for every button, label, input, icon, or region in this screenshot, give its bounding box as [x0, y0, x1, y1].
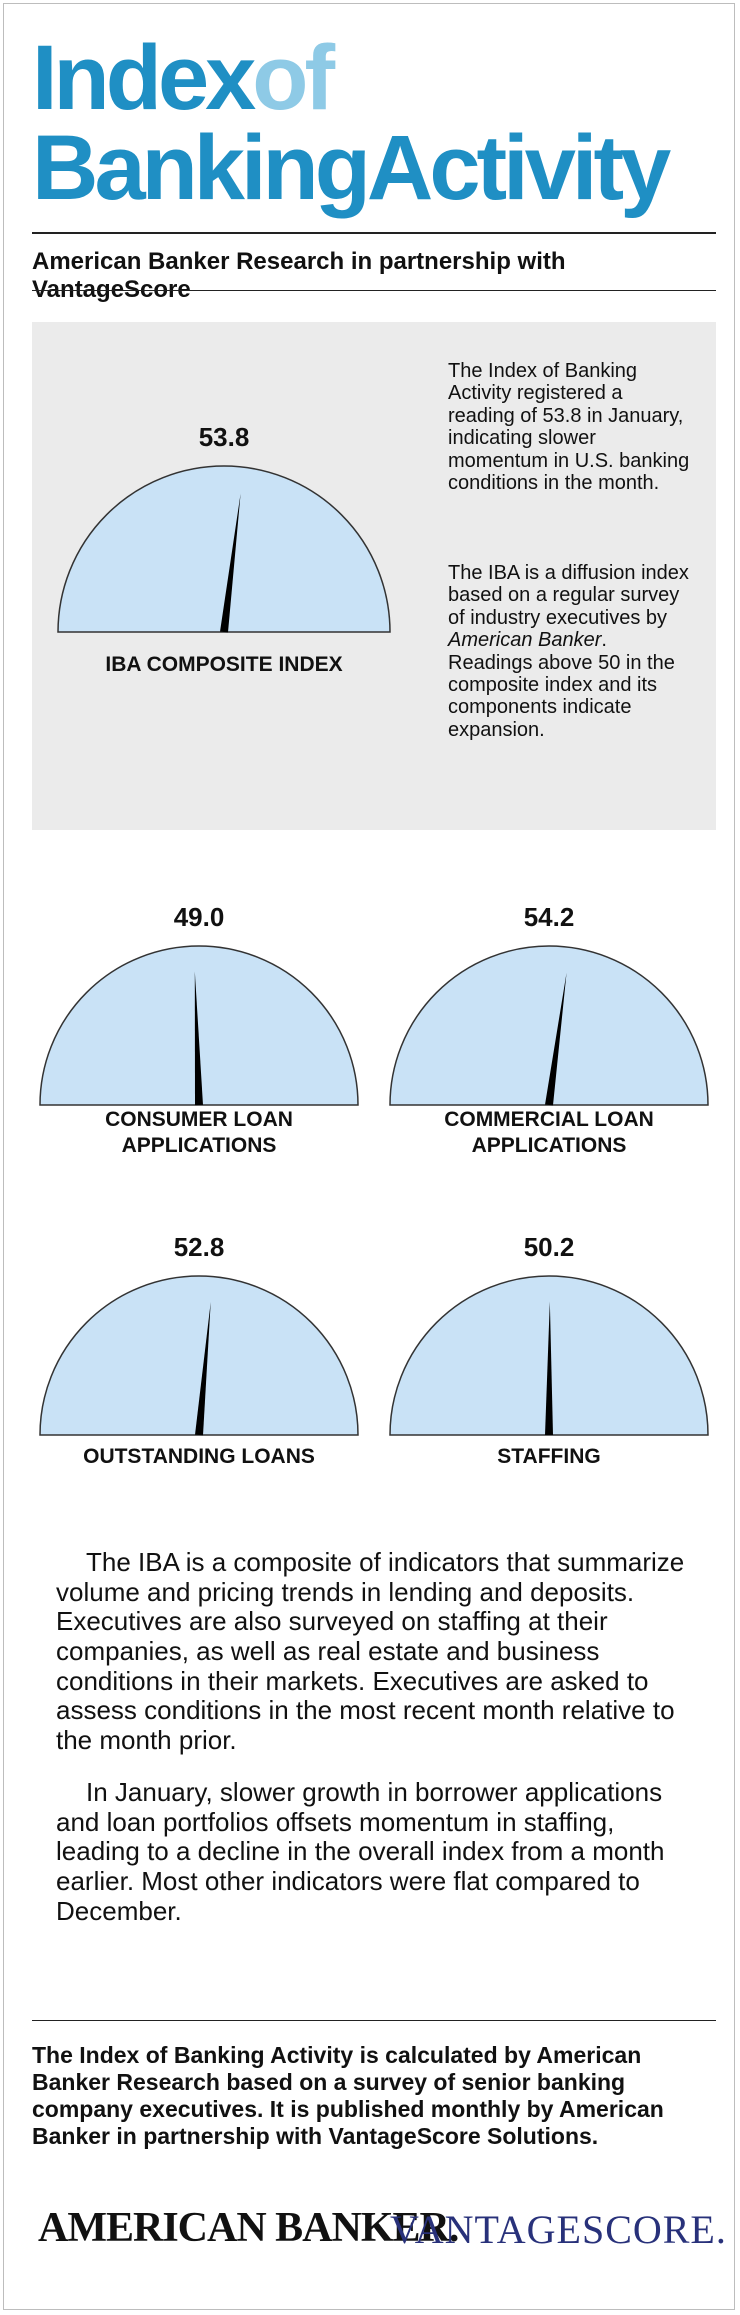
page-title-line1: Indexof [32, 27, 335, 129]
gauge-arc [39, 945, 359, 1106]
gauge-dial [389, 945, 709, 1106]
gauge-arc [389, 945, 709, 1106]
gauge-arc [57, 465, 391, 633]
gauge-needle [220, 493, 241, 633]
composite-panel: 53.8 IBA COMPOSITE INDEX The Index of Ba… [32, 322, 716, 830]
divider [32, 2020, 716, 2021]
composite-gauge: 53.8 IBA COMPOSITE INDEX [54, 422, 394, 676]
gauge-needle [545, 1301, 553, 1436]
gauge-label: COMMERCIAL LOAN APPLICATIONS [444, 1108, 654, 1157]
composite-methodology: The IBA is a diffusion index based on a … [448, 562, 689, 741]
gauge-value: 50.2 [523, 1232, 575, 1262]
gauge-needle [194, 971, 203, 1106]
outstanding-loans-gauge: 52.8 OUTSTANDING LOANS [36, 1232, 362, 1472]
gauge-dial [389, 1275, 709, 1436]
infographic-frame: Indexof BankingActivity American Banker … [3, 3, 735, 2310]
american-banker-logo: AMERICAN BANKER. [38, 2205, 459, 2251]
gauge-needle [545, 972, 567, 1106]
gauge-label: STAFFING [497, 1445, 601, 1468]
body-paragraph: In January, slower growth in borrower ap… [56, 1777, 665, 1926]
gauge-value: 53.8 [198, 422, 250, 452]
consumer-loan-gauge: 49.0 CONSUMER LOAN APPLICATIONS [36, 902, 362, 1162]
gauge-value: 52.8 [173, 1232, 225, 1262]
composite-description: The Index of Banking Activity registered… [448, 360, 690, 494]
gauge-needle [195, 1301, 211, 1436]
subtitle: American Banker Research in partnership … [32, 248, 566, 303]
divider [32, 232, 716, 234]
gauge-value: 49.0 [173, 902, 225, 932]
gauge-dial [39, 945, 359, 1106]
gauge-label: CONSUMER LOAN APPLICATIONS [105, 1108, 293, 1157]
page-title-line2: BankingActivity [32, 117, 671, 219]
gauge-dial [39, 1275, 359, 1436]
vantagescore-logo: VANTAGESCORE. [390, 2207, 727, 2252]
divider [32, 290, 716, 291]
gauge-arc [39, 1275, 359, 1436]
gauge-label: IBA COMPOSITE INDEX [105, 653, 343, 676]
commercial-loan-gauge: 54.2 COMMERCIAL LOAN APPLICATIONS [386, 902, 712, 1162]
gauge-value: 54.2 [523, 902, 575, 932]
staffing-gauge: 50.2 STAFFING [386, 1232, 712, 1472]
gauge-label: OUTSTANDING LOANS [83, 1445, 315, 1468]
gauge-dial [57, 465, 391, 633]
footnote: The Index of Banking Activity is calcula… [32, 2042, 664, 2150]
body-paragraph: The IBA is a composite of indicators tha… [56, 1547, 685, 1755]
